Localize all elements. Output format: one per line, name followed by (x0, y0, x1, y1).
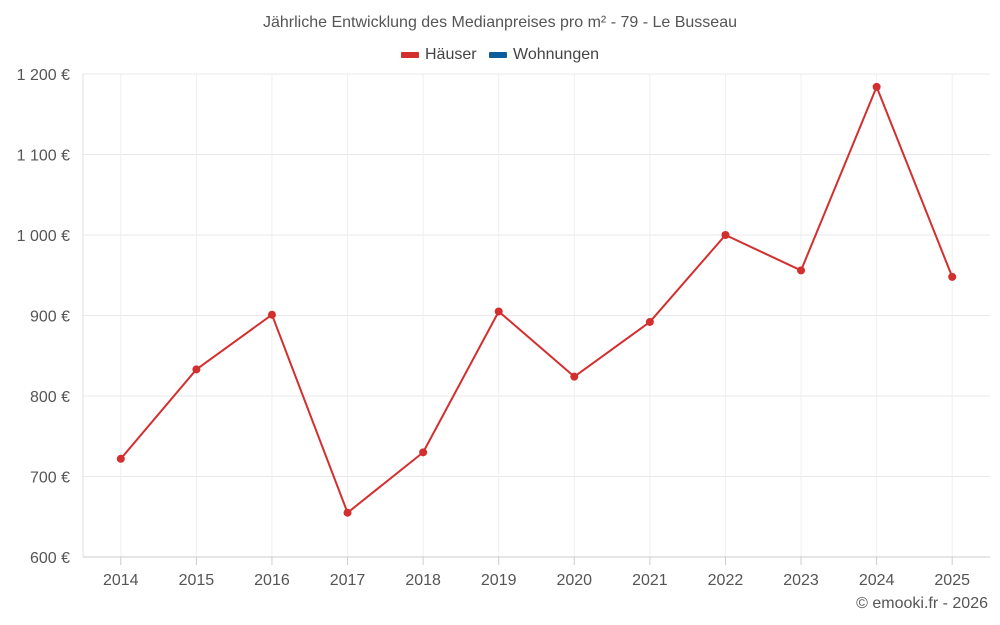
x-tick-label: 2014 (103, 572, 139, 589)
legend-item-haeuser[interactable]: Häuser (400, 46, 477, 64)
legend-label-haeuser: Häuser (424, 46, 477, 63)
series-line-haeuser (120, 85, 954, 514)
x-tick-label: 2018 (405, 572, 441, 589)
x-tick-label: 2021 (632, 572, 668, 589)
data-point (343, 508, 352, 517)
y-tick-label: 900 € (30, 309, 70, 326)
x-tick-label: 2025 (934, 572, 970, 589)
x-tick-label: 2016 (254, 572, 290, 589)
data-point (797, 266, 806, 275)
data-point (192, 365, 201, 374)
y-tick-label: 1 200 € (17, 67, 70, 84)
x-tick-label: 2024 (859, 572, 895, 589)
x-tick-label: 2017 (330, 572, 366, 589)
data-point (494, 307, 503, 316)
y-tick-label: 700 € (30, 470, 70, 487)
data-point (872, 82, 881, 91)
chart-title: Jährliche Entwicklung des Medianpreises … (262, 14, 737, 31)
y-tick-label: 600 € (30, 550, 70, 567)
x-tick-label: 2022 (708, 572, 744, 589)
x-tick-label: 2019 (481, 572, 517, 589)
data-point (570, 372, 579, 381)
y-tick-label: 800 € (30, 389, 70, 406)
legend: Häuser Wohnungen (0, 45, 1000, 64)
data-point (116, 454, 125, 463)
x-tick-label: 2015 (179, 572, 215, 589)
legend-item-wohnungen[interactable]: Wohnungen (489, 46, 599, 64)
data-point (419, 448, 428, 457)
credit-text: © emooki.fr - 2026 (856, 595, 988, 612)
data-point (267, 310, 276, 319)
x-tick-label: 2020 (556, 572, 592, 589)
x-tick-label: 2023 (783, 572, 819, 589)
legend-swatch-haeuser (400, 52, 419, 58)
legend-swatch-wohnungen (489, 52, 508, 58)
y-tick-label: 1 000 € (17, 228, 70, 245)
data-point (948, 272, 957, 281)
data-point (721, 231, 730, 239)
y-tick-label: 1 100 € (17, 148, 70, 165)
data-point (645, 317, 654, 326)
legend-label-wohnungen: Wohnungen (513, 46, 600, 63)
